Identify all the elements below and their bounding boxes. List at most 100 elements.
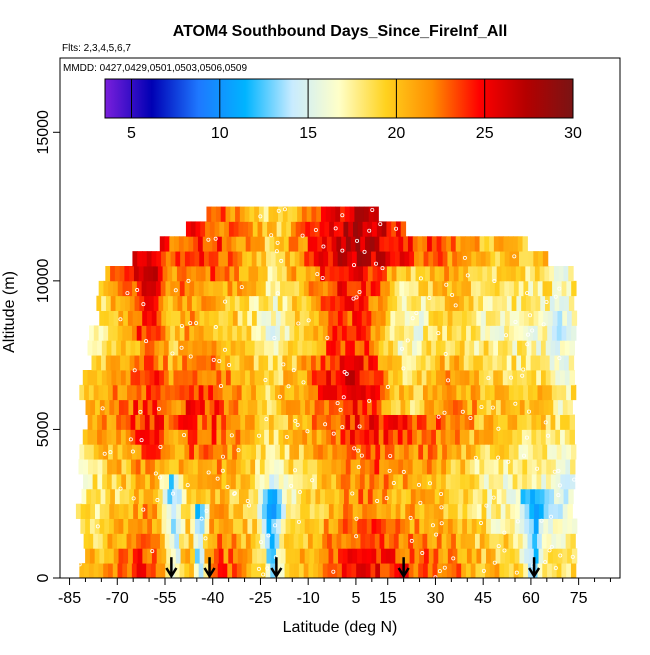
heatmap-cell [440, 429, 447, 445]
heatmap-cell [96, 355, 102, 371]
heatmap-cell [325, 355, 331, 371]
heatmap-cell [317, 384, 324, 401]
heatmap-cell [161, 503, 168, 519]
heatmap-cell [272, 295, 279, 311]
heatmap-cell [536, 474, 542, 490]
heatmap-cell [517, 474, 523, 490]
heatmap-cell [185, 503, 192, 519]
heatmap-cell [208, 280, 214, 297]
heatmap-cell [288, 533, 295, 549]
heatmap-cell [441, 236, 447, 252]
heatmap-cell [147, 399, 153, 415]
heatmap-cell [225, 295, 231, 311]
heatmap-cell [417, 474, 423, 490]
heatmap-cell [221, 414, 227, 430]
heatmap-cell [365, 280, 372, 297]
heatmap-cell [149, 370, 155, 386]
heatmap-cell [267, 266, 273, 282]
sample-point [321, 244, 326, 249]
heatmap-cell [170, 310, 177, 326]
heatmap-cell [369, 414, 375, 430]
heatmap-cell [219, 266, 226, 282]
heatmap-cell [399, 325, 405, 341]
heatmap-cell [337, 384, 343, 401]
heatmap-cell [380, 310, 387, 326]
heatmap-cell [269, 236, 275, 252]
heatmap-cell [199, 518, 206, 534]
heatmap-cell [556, 280, 563, 297]
heatmap-cell [130, 429, 136, 445]
heatmap-cell [438, 503, 445, 519]
heatmap-cell [336, 474, 342, 490]
heatmap-cell [329, 266, 336, 282]
heatmap-cell [136, 533, 142, 549]
heatmap-cell [322, 563, 329, 578]
heatmap-cell [424, 503, 430, 519]
heatmap-cell [423, 444, 429, 460]
heatmap-cell [168, 340, 175, 356]
heatmap-cell [412, 340, 418, 356]
heatmap-cell [106, 414, 113, 430]
heatmap-cell [173, 459, 180, 475]
heatmap-cell [440, 295, 446, 311]
heatmap-cell [376, 221, 383, 237]
heatmap-cell [155, 533, 161, 549]
heatmap-cell [504, 384, 510, 401]
heatmap-cell [526, 414, 533, 430]
heatmap-cell [457, 399, 464, 415]
heatmap-cell [305, 503, 311, 519]
heatmap-cell [494, 325, 501, 341]
heatmap-cell [121, 414, 127, 430]
heatmap-cell [258, 488, 264, 505]
heatmap-cell [364, 474, 371, 490]
heatmap-cell [474, 474, 480, 490]
heatmap-cell [380, 251, 386, 267]
heatmap-cell [558, 488, 565, 505]
heatmap-cell [284, 533, 290, 549]
heatmap-cell [170, 251, 176, 267]
heatmap-cell [541, 533, 548, 549]
heatmap-cell [259, 340, 265, 356]
heatmap-cell [471, 251, 477, 267]
heatmap-cell [97, 459, 103, 475]
flight-arrow-head [203, 567, 216, 579]
heatmap-cell [418, 251, 425, 267]
heatmap-cell [311, 340, 318, 356]
heatmap-cell [187, 340, 194, 356]
heatmap-cell [364, 340, 370, 356]
heatmap-cell [180, 251, 186, 267]
heatmap-cell [567, 548, 573, 564]
heatmap-cell [344, 295, 350, 311]
heatmap-cell [570, 533, 576, 549]
heatmap-cell [112, 563, 119, 578]
sample-point [524, 435, 529, 440]
heatmap-cell [166, 518, 172, 534]
sample-point [170, 351, 175, 356]
heatmap-cell [324, 266, 331, 282]
heatmap-cell [321, 370, 327, 386]
heatmap-cell [561, 563, 567, 578]
heatmap-cell [456, 384, 462, 401]
heatmap-cell [91, 488, 97, 505]
heatmap-cell [352, 518, 358, 534]
heatmap-cell [547, 310, 554, 326]
heatmap-cell [209, 399, 215, 415]
heatmap-cell [485, 563, 491, 578]
heatmap-cell [346, 325, 353, 341]
heatmap-cell [182, 295, 188, 311]
heatmap-cell [273, 429, 280, 445]
heatmap-cell [284, 325, 291, 341]
heatmap-cell [417, 236, 423, 252]
heatmap-cell [141, 325, 147, 341]
heatmap-cell [552, 548, 559, 564]
heatmap-cell [116, 429, 122, 445]
heatmap-cell [558, 266, 565, 282]
heatmap-cell [341, 236, 347, 252]
heatmap-cell [452, 503, 459, 519]
heatmap-cell [101, 429, 108, 445]
sample-point [179, 323, 184, 328]
heatmap-cell [137, 548, 143, 564]
heatmap-cell [89, 325, 95, 341]
heatmap-cell [397, 370, 404, 386]
heatmap-cell [554, 295, 560, 311]
